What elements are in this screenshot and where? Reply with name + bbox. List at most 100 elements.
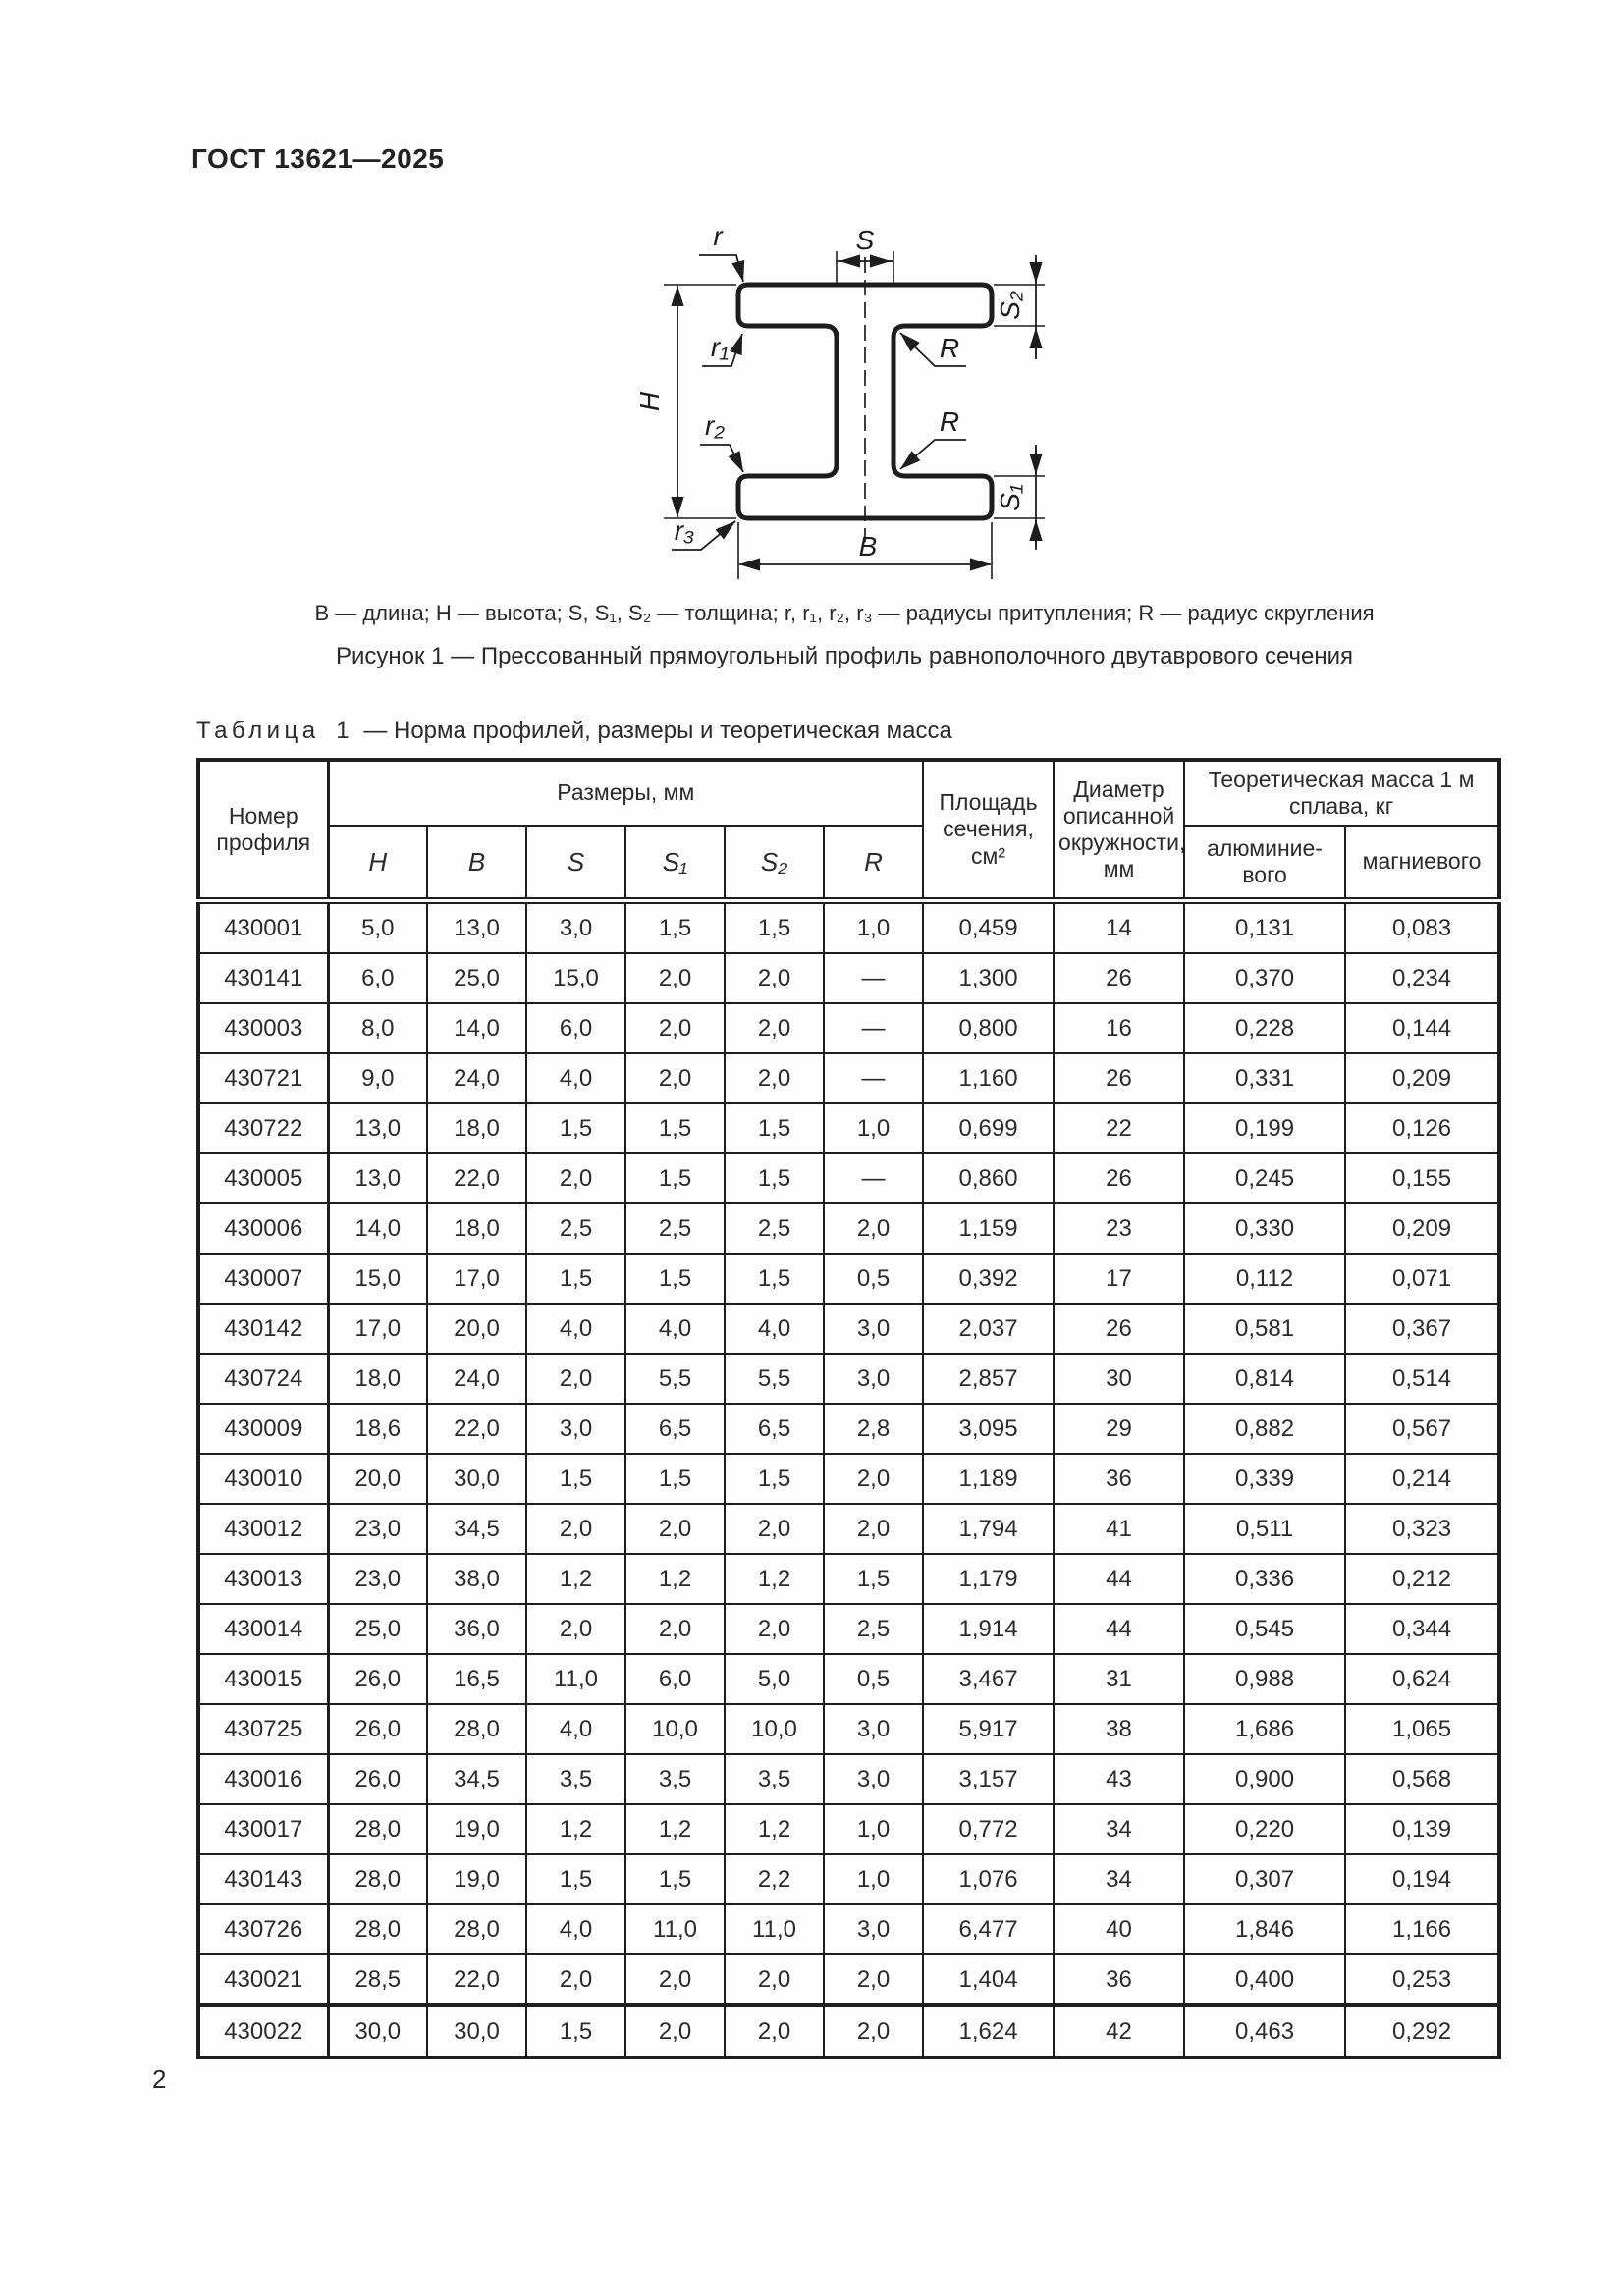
table-cell: 0,194: [1344, 1853, 1501, 1905]
profiles-table: Номер профиля Размеры, мм Площадь сечени…: [196, 758, 1502, 2059]
table-cell: 0,370: [1183, 952, 1347, 1004]
leader-r1: [702, 333, 743, 367]
table-cell: 5,917: [922, 1703, 1056, 1755]
table-cell: —: [822, 1152, 925, 1204]
table-cell: 1,5: [624, 1853, 726, 1905]
table-cell: 430012: [197, 1503, 330, 1555]
table-row: 430022 30,0 30,0 1,5 2,0 2,0 2,0 1,624 42 0,463 0,…: [197, 2003, 1501, 2058]
table-cell: 430726: [197, 1903, 330, 1955]
label-R-top: R: [940, 333, 959, 363]
table-cell: 10,0: [724, 1703, 825, 1755]
table-cell: 40: [1053, 1903, 1186, 1955]
leader-r3: [672, 520, 736, 551]
table-cell: 13,0: [327, 1152, 428, 1204]
table-cell: 28,0: [426, 1703, 527, 1755]
table-cell: 1,5: [525, 2003, 626, 2058]
table-cell: 2,0: [822, 1503, 925, 1555]
table-cell: 0,772: [922, 1803, 1056, 1855]
table-cell: 0,331: [1183, 1052, 1347, 1104]
label-H: H: [634, 391, 665, 411]
table-row: 430015 26,0 16,5 11,0 6,0 5,0 0,5 3,467 31 0,988 0…: [197, 1653, 1501, 1705]
header-diameter: Диаметр описанной окружности, мм: [1053, 759, 1186, 904]
figure-caption: Рисунок 1 — Прессованный прямоугольный п…: [335, 643, 1354, 669]
table-cell: 1,5: [525, 1102, 626, 1154]
leader-R-bottom: [899, 439, 966, 470]
table-row: 430721 9,0 24,0 4,0 2,0 2,0—1,160 26 0,331 0,209: [197, 1052, 1501, 1104]
table-row: 430143 28,0 19,0 1,5 1,5 2,2 1,0 1,076 34 0,307 0,…: [197, 1853, 1501, 1905]
table-cell: 30,0: [426, 2003, 527, 2058]
header-mass-magnesium: магниевого: [1344, 825, 1501, 904]
table-cell: 19,0: [426, 1803, 527, 1855]
table-cell: 3,0: [525, 1403, 626, 1455]
table-cell: 38: [1053, 1703, 1186, 1755]
header-mass-aluminum: алюминие­вого: [1183, 825, 1347, 904]
table-cell: 430013: [197, 1553, 330, 1605]
table-cell: 0,900: [1183, 1753, 1347, 1805]
table-cell: 2,0: [624, 1603, 726, 1655]
table-cell: 2,8: [822, 1403, 925, 1455]
table-cell: 23,0: [327, 1553, 428, 1605]
table-cell: 3,0: [822, 1303, 925, 1355]
table-cell: 2,0: [624, 1953, 726, 2006]
table-cell: 430142: [197, 1303, 330, 1355]
table-cell: 430005: [197, 1152, 330, 1204]
table-cell: 6,0: [624, 1653, 726, 1705]
table-cell: 430007: [197, 1253, 330, 1305]
table-cell: 0,5: [822, 1253, 925, 1305]
table-cell: 31: [1053, 1653, 1186, 1705]
table-cell: 38,0: [426, 1553, 527, 1605]
table-cell: 5,5: [724, 1353, 825, 1405]
table-row: 430003 8,0 14,0 6,0 2,0 2,0—0,800 16 0,228 0,144: [197, 1002, 1501, 1054]
table-cell: 0,624: [1344, 1653, 1501, 1705]
table-cell: 430724: [197, 1353, 330, 1405]
table-cell: 19,0: [426, 1853, 527, 1905]
table-cell: 2,0: [624, 1052, 726, 1104]
table-cell: 1,5: [724, 1152, 825, 1204]
table-cell: 3,095: [922, 1403, 1056, 1455]
table-cell: 430022: [197, 2003, 330, 2058]
table-cell: 430006: [197, 1202, 330, 1255]
header-profile-number: Номер профиля: [197, 759, 330, 904]
table-cell: 1,2: [624, 1553, 726, 1605]
table-cell: 8,0: [327, 1002, 428, 1054]
label-R-bottom: R: [940, 406, 959, 437]
table-cell: 0,083: [1344, 899, 1501, 954]
table-cell: 0,5: [822, 1653, 925, 1705]
table-cell: 0,699: [922, 1102, 1056, 1154]
table-cell: 26: [1053, 1052, 1186, 1104]
table-body: 430001 5,0 13,0 3,0 1,5 1,5 1,0 0,459 14 0,131 0,0…: [197, 899, 1501, 2058]
table-cell: 6,477: [922, 1903, 1056, 1955]
table-cell: 36: [1053, 1453, 1186, 1505]
leader-R-top: [899, 332, 966, 367]
table-row: 430142 17,0 20,0 4,0 4,0 4,0 3,0 2,037 26 0,581 0,…: [197, 1303, 1501, 1355]
table-cell: 2,5: [724, 1202, 825, 1255]
table-cell: 23,0: [327, 1503, 428, 1555]
table-cell: 1,686: [1183, 1703, 1347, 1755]
table-cell: 0,209: [1344, 1052, 1501, 1104]
table-cell: —: [822, 952, 925, 1004]
table-cell: 1,404: [922, 1953, 1056, 2006]
table-title-number: 1: [336, 718, 350, 744]
table-cell: 14,0: [426, 1002, 527, 1054]
table-cell: 2,0: [724, 2003, 825, 2058]
table-cell: 1,0: [822, 1803, 925, 1855]
table-cell: 29: [1053, 1403, 1186, 1455]
table-cell: 6,0: [525, 1002, 626, 1054]
table-cell: 2,0: [724, 1052, 825, 1104]
table-cell: 3,0: [822, 1903, 925, 1955]
table-cell: 1,5: [624, 1253, 726, 1305]
table-cell: 0,800: [922, 1002, 1056, 1054]
table-cell: 430016: [197, 1753, 330, 1805]
table-cell: 1,5: [624, 1152, 726, 1204]
table-cell: 1,2: [525, 1553, 626, 1605]
table-cell: 1,076: [922, 1853, 1056, 1905]
label-S2: S₂: [995, 291, 1025, 320]
table-cell: 3,0: [525, 899, 626, 954]
table-row: 430014 25,0 36,0 2,0 2,0 2,0 2,5 1,914 44 0,545 0,…: [197, 1603, 1501, 1655]
table-cell: 1,624: [922, 2003, 1056, 2058]
table-cell: 6,5: [724, 1403, 825, 1455]
table-cell: 2,0: [822, 1202, 925, 1255]
table-cell: 1,300: [922, 952, 1056, 1004]
table-cell: 2,0: [624, 1002, 726, 1054]
table-cell: 3,5: [525, 1753, 626, 1805]
